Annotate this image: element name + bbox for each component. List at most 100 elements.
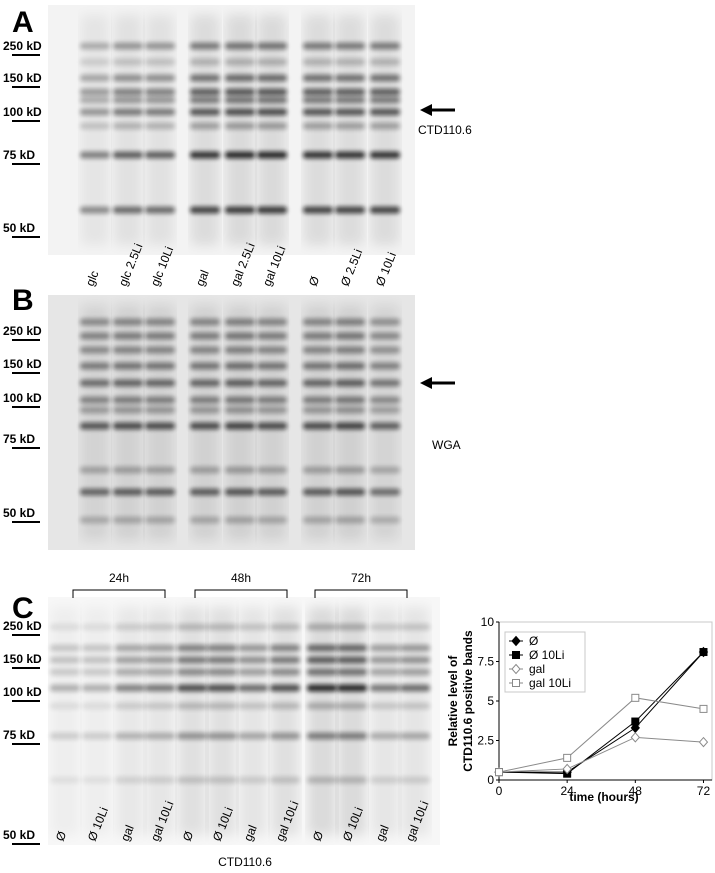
band <box>257 516 287 524</box>
band <box>145 466 175 474</box>
band <box>190 362 220 370</box>
panel-label: C <box>12 592 34 625</box>
band <box>113 362 143 370</box>
band <box>335 42 365 50</box>
marker-label: 100 kD <box>3 105 42 119</box>
marker-label: 100 kD <box>3 391 42 405</box>
band <box>257 42 287 50</box>
x-tick-label: 72 <box>697 784 711 798</box>
band <box>270 702 300 710</box>
band <box>370 668 400 676</box>
band <box>257 488 287 496</box>
band <box>335 318 365 326</box>
band <box>82 644 112 652</box>
band <box>80 406 110 414</box>
band <box>115 732 145 740</box>
marker-label: 75 kD <box>3 432 35 446</box>
band <box>145 396 175 404</box>
band <box>80 332 110 340</box>
x-tick-label: 24 <box>560 784 574 798</box>
band <box>370 623 400 631</box>
band <box>370 406 400 414</box>
band <box>307 668 337 676</box>
band <box>145 122 175 130</box>
band <box>225 151 255 159</box>
band <box>145 88 175 96</box>
blot-annotation: WGA <box>432 438 461 452</box>
data-point <box>630 732 640 743</box>
band <box>335 332 365 340</box>
band <box>303 379 333 387</box>
band <box>270 684 300 692</box>
lane-label: gal <box>241 823 260 843</box>
band <box>145 732 175 740</box>
data-point <box>698 736 709 748</box>
band <box>145 42 175 50</box>
data-point <box>631 717 640 726</box>
band <box>80 122 110 130</box>
marker-label: 150 kD <box>3 71 42 85</box>
marker-label: 250 kD <box>3 39 42 53</box>
band <box>80 466 110 474</box>
band <box>225 74 255 82</box>
band <box>113 488 143 496</box>
band <box>145 346 175 354</box>
band <box>225 318 255 326</box>
band <box>303 122 333 130</box>
band <box>113 42 143 50</box>
blot-panel <box>48 5 415 255</box>
band <box>270 644 300 652</box>
band <box>80 346 110 354</box>
y-axis-label: CTD110.6 positive bands <box>461 630 475 772</box>
legend-marker <box>511 635 521 647</box>
band <box>113 396 143 404</box>
band <box>113 88 143 96</box>
band <box>113 96 143 104</box>
band <box>370 656 400 664</box>
lane-smear <box>178 607 206 835</box>
data-point <box>495 768 503 777</box>
band <box>113 466 143 474</box>
band <box>190 516 220 524</box>
band <box>225 332 255 340</box>
panel-label: B <box>12 284 34 317</box>
band <box>82 668 112 676</box>
band <box>225 42 255 50</box>
band <box>337 776 367 784</box>
x-tick-label: 48 <box>629 784 643 798</box>
marker-label: 50 kD <box>3 506 35 520</box>
band <box>113 108 143 116</box>
band <box>115 644 145 652</box>
band <box>303 58 333 66</box>
band <box>80 396 110 404</box>
band <box>190 422 220 430</box>
band <box>238 656 268 664</box>
band <box>82 656 112 664</box>
band <box>335 108 365 116</box>
band <box>82 623 112 631</box>
band <box>80 206 110 214</box>
band <box>303 516 333 524</box>
band <box>238 702 268 710</box>
band <box>257 332 287 340</box>
lane-smear <box>83 607 111 835</box>
band <box>190 96 220 104</box>
band <box>115 776 145 784</box>
lane-smear <box>401 607 429 835</box>
band <box>335 362 365 370</box>
data-point <box>631 693 640 702</box>
band <box>370 42 400 50</box>
band <box>225 96 255 104</box>
lane-smear <box>271 607 299 835</box>
band <box>257 122 287 130</box>
band <box>257 74 287 82</box>
band <box>190 406 220 414</box>
band <box>225 422 255 430</box>
lane-smear <box>308 607 336 835</box>
band <box>50 656 80 664</box>
band <box>370 58 400 66</box>
lane-label: gal <box>118 823 137 843</box>
band <box>225 466 255 474</box>
band <box>113 206 143 214</box>
band <box>190 396 220 404</box>
